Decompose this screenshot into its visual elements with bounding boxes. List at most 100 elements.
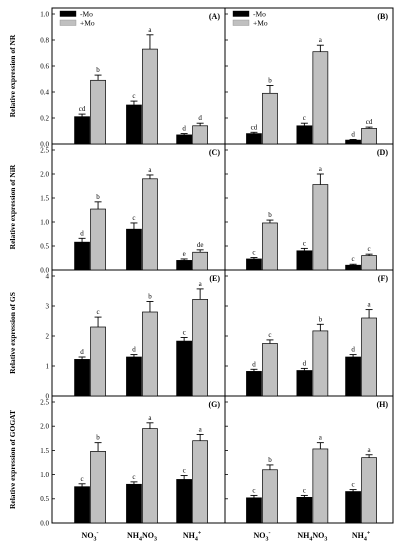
legend-label: -Mo [253,10,266,19]
legend-item: -Mo [59,10,93,19]
bar [345,139,361,145]
y-tick-label: 0.0 [40,266,49,274]
bar [246,497,262,524]
bar [296,496,313,524]
bar [142,428,158,524]
significance-letter: d [80,229,84,237]
panel-label: (C) [209,148,220,157]
significance-letter: c [132,473,135,481]
bar [126,483,142,524]
bar [262,92,278,145]
y-tick-label: 1.0 [40,10,49,18]
significance-letter: a [148,166,152,174]
significance-letter: c [252,486,255,494]
y-tick-label: 1.0 [40,471,49,479]
y-tick-label: 1.0 [40,218,49,226]
y-tick-label: 1.5 [40,194,49,202]
panel-label: (A) [209,12,220,21]
bar [142,48,158,145]
significance-letter: b [96,193,100,201]
bar [296,370,313,397]
significance-letter: d [252,360,256,368]
y-tick-label: 2.0 [40,423,49,431]
legend-item: +Mo [59,19,95,28]
y-tick-label: 0.8 [40,36,49,44]
legend-label: +Mo [253,19,268,28]
bar [192,440,208,524]
significance-letter: d [351,130,355,138]
significance-letter: c [183,329,186,337]
category-label: NO3- [253,531,270,543]
panel-label: (B) [377,12,388,21]
significance-letter: a [199,280,203,288]
significance-letter: c [183,467,186,475]
significance-letter: c [252,249,255,257]
panel-c: 0.0 0.5 1.0 1.5 2.0 2.5 Relative expression of… [8,146,220,274]
legend-label: +Mo [80,19,95,28]
significance-letter: c [97,308,100,316]
significance-letter: c [303,486,306,494]
bar [176,134,192,145]
significance-letter: cd [79,105,86,113]
significance-letter: b [319,315,323,323]
bar [90,451,106,524]
significance-letter: d [182,125,186,133]
significance-letter: c [132,214,135,222]
significance-letter: b [268,77,272,85]
panel-h: (H) c b c a c a [225,400,388,524]
bar [74,116,90,145]
bar [142,311,158,397]
significance-letter: a [319,36,323,44]
bar [126,356,142,397]
significance-letter: c [303,114,306,122]
significance-letter: d [303,359,307,367]
y-tick-label: 0.0 [40,519,49,527]
y-tick-label: 0 [46,392,50,400]
bar [361,255,377,271]
bar [192,125,208,145]
bar [312,51,329,145]
significance-letter: b [148,293,152,301]
bar [74,359,90,397]
panel-label: (G) [208,400,220,409]
y-tick-label: 1.5 [40,447,49,455]
y-tick-label: 2.0 [40,170,49,178]
y-tick-label: 0.0 [40,140,49,148]
legend-swatch [232,19,250,26]
significance-letter: a [148,414,152,422]
y-tick-label: 2 [46,332,50,340]
significance-letter: c [368,245,371,253]
bar [345,491,361,524]
panel-f: (F) d c d b d a [225,274,388,397]
y-tick-label: 0.5 [40,242,49,250]
significance-letter: b [96,434,100,442]
panel-g: 0.0 0.5 1.0 1.5 2.0 2.5 Relative expression of… [8,398,220,527]
bar [192,251,208,271]
significance-letter: d [198,114,202,122]
significance-letter: cd [366,118,373,126]
panel-a: 0.0 0.2 0.4 0.6 0.8 1.0 Relative expression of… [8,10,220,148]
legend-swatch [59,19,77,26]
panel-e: 0 1 2 3 4 Relative expression of GS (E) d c d b c a [8,272,220,400]
significance-letter: b [268,211,272,219]
significance-letter: c [352,481,355,489]
bar [345,264,361,271]
bar [262,222,278,271]
bar [361,457,377,524]
bar [142,178,158,271]
y-tick-label: 1 [46,362,50,370]
category-label: NH4NO3 [297,531,327,543]
significance-letter: c [132,92,135,100]
y-tick-label: 4 [46,272,50,280]
bar [246,258,262,271]
bar [262,469,278,524]
bar [246,133,262,145]
bar [90,208,106,271]
bar [192,299,208,397]
bar [312,184,329,271]
bar [90,326,106,397]
significance-letter: c [81,475,84,483]
significance-letter: a [148,26,152,34]
bar [262,343,278,397]
